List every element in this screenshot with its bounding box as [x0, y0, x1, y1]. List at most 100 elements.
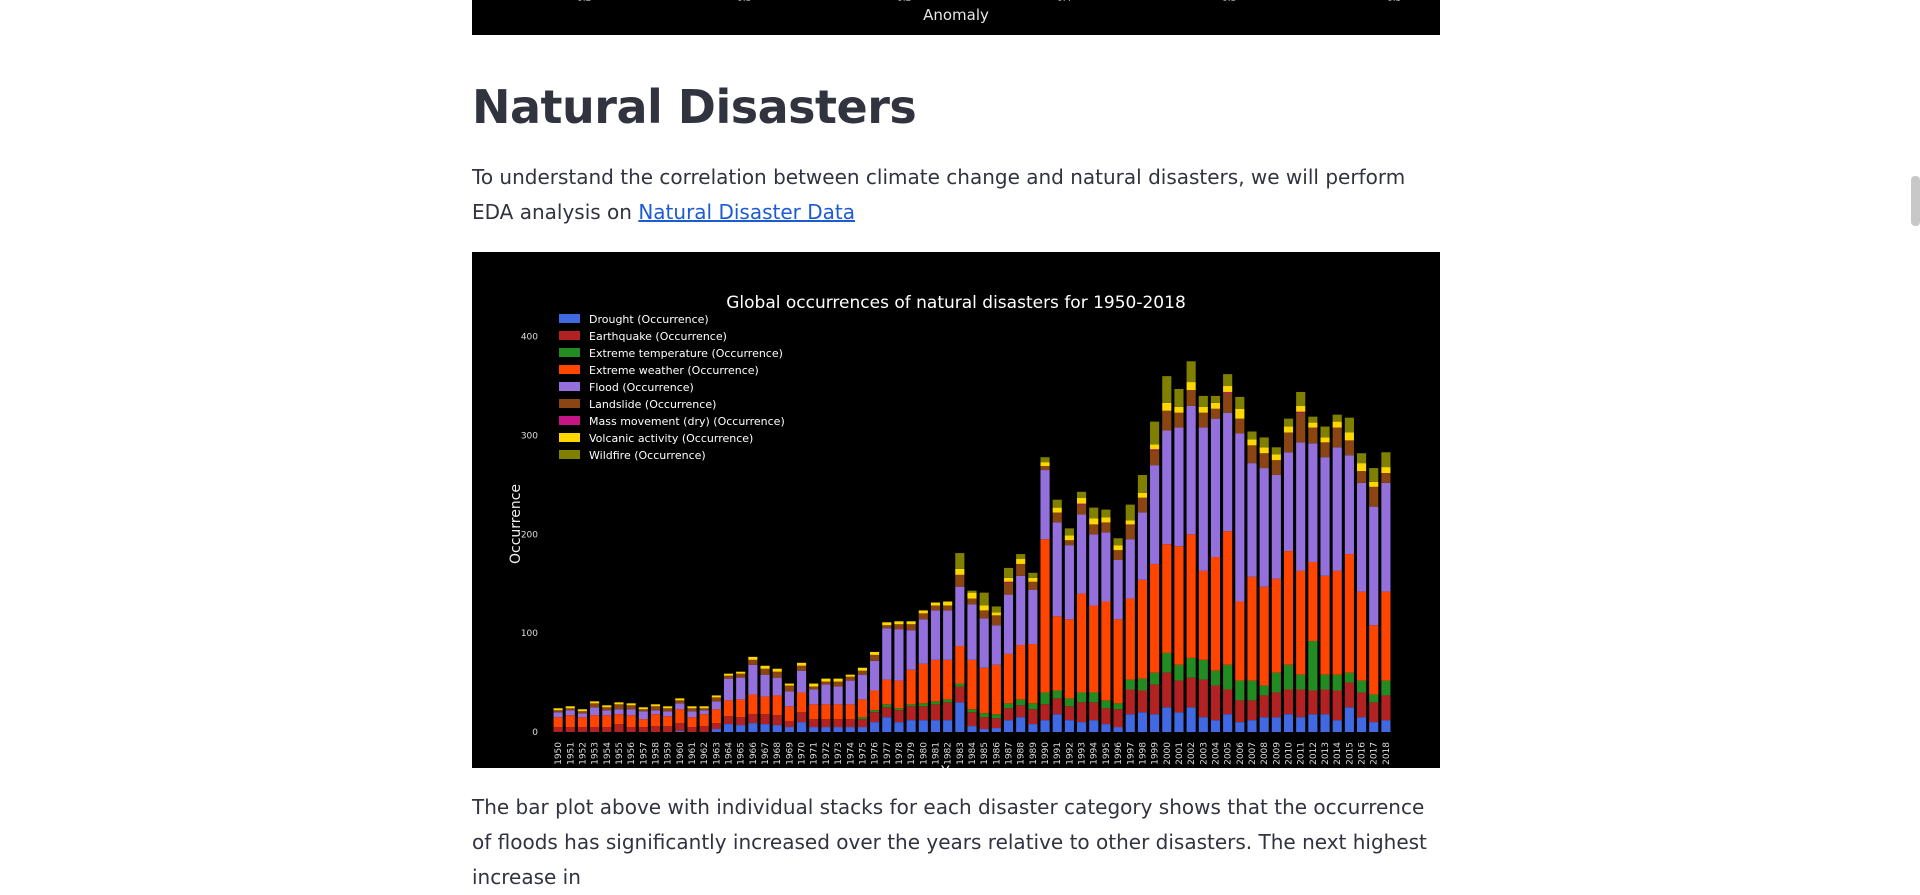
x-tick-label: 1952: [578, 742, 588, 765]
legend-label: Wildfire (Occurrence): [589, 449, 706, 462]
bar-segment: [1381, 695, 1391, 721]
bar-segment: [1369, 702, 1379, 723]
bar-segment: [723, 673, 734, 676]
bar-segment: [1125, 520, 1135, 525]
bar-segment: [1077, 702, 1087, 723]
bar-segment: [1125, 598, 1135, 680]
bar-segment: [1162, 544, 1172, 653]
bar-segment: [650, 706, 661, 711]
bar-segment: [1113, 727, 1123, 732]
x-tick-label: 1960: [676, 742, 686, 765]
bar-segment: [967, 709, 977, 713]
bar-segment: [699, 714, 709, 727]
bar-segment: [1223, 391, 1233, 393]
bar-segment: [1247, 680, 1257, 701]
bar-segment: [1210, 402, 1221, 409]
bar-segment: [833, 678, 843, 682]
bar-segment: [1332, 421, 1342, 428]
legend-label: Landslide (Occurrence): [589, 398, 716, 411]
bar-segment: [577, 713, 587, 718]
bar-segment: [1369, 486, 1379, 507]
x-tick-label: 1968: [773, 742, 783, 765]
bar-segment: [1003, 567, 1014, 578]
bar-segment: [1052, 616, 1062, 691]
bar-segment: [1210, 395, 1221, 403]
bar-segment: [1077, 593, 1087, 693]
bar-segment: [1040, 704, 1050, 721]
bar-segment: [772, 715, 782, 726]
x-tick-label: 2013: [1321, 742, 1331, 765]
bar-segment: [663, 708, 673, 712]
bar-segment: [1344, 432, 1354, 441]
previous-chart-tick: 0.4: [1057, 0, 1071, 4]
bar-segment: [1357, 453, 1367, 464]
previous-chart-tick: 0.5: [1387, 0, 1401, 4]
bar-segment: [1235, 700, 1245, 723]
bar-segment: [1235, 680, 1245, 701]
legend-swatch: [559, 348, 580, 357]
legend-label: Mass movement (dry) (Occurrence): [589, 415, 785, 428]
bar-segment: [870, 654, 880, 661]
bar-segment: [1308, 690, 1318, 715]
x-tick-label: 1951: [566, 742, 576, 765]
bar-segment: [1040, 457, 1050, 463]
bar-segment: [906, 630, 916, 670]
x-tick-label: 2000: [1163, 742, 1173, 765]
bar-segment: [991, 606, 1001, 613]
bar-segment: [991, 714, 1001, 719]
bar-segment: [1125, 539, 1135, 599]
bar-segment: [1016, 554, 1026, 560]
bar-segment: [1003, 703, 1014, 709]
bar-segment: [1186, 534, 1196, 658]
x-tick-label: 1982: [944, 742, 954, 765]
bar-segment: [699, 710, 709, 715]
bar-segment: [1137, 474, 1147, 493]
bar-segment: [1150, 444, 1160, 450]
bar-segment: [955, 568, 965, 575]
bar-segment: [748, 714, 758, 724]
bar-segment: [1150, 684, 1160, 715]
bar-segment: [967, 598, 977, 605]
bar-segment: [797, 670, 807, 693]
bar-segment: [1064, 706, 1074, 721]
section-title: Natural Disasters: [472, 80, 917, 134]
bar-segment: [833, 686, 843, 705]
bar-segment: [614, 724, 624, 732]
bar-segment: [1357, 692, 1367, 718]
bar-segment: [1235, 601, 1245, 681]
bar-segment: [1344, 707, 1354, 732]
intro-paragraph: To understand the correlation between cl…: [472, 160, 1432, 230]
bar-segment: [1381, 452, 1391, 468]
bar-segment: [845, 676, 855, 681]
bar-segment: [991, 625, 1001, 665]
bar-segment: [1344, 672, 1354, 683]
page-scrollbar-thumb[interactable]: [1911, 176, 1920, 226]
bar-segment: [553, 712, 563, 718]
natural-disaster-data-link[interactable]: Natural Disaster Data: [638, 200, 855, 224]
x-tick-label: 1988: [1017, 742, 1027, 765]
bar-segment: [711, 723, 721, 730]
x-tick-label: 1989: [1029, 742, 1039, 765]
bar-segment: [736, 717, 746, 726]
bar-segment: [930, 704, 941, 721]
bar-segment: [626, 705, 636, 710]
bar-segment: [590, 707, 600, 716]
legend-swatch: [559, 331, 580, 340]
x-tick-label: 1959: [664, 742, 674, 765]
bar-segment: [1016, 705, 1026, 718]
bar-segment: [1186, 389, 1196, 406]
y-tick-label: 400: [521, 333, 538, 343]
bar-segment: [955, 553, 965, 569]
bar-segment: [1174, 406, 1184, 413]
x-tick-label: 2017: [1370, 742, 1380, 765]
bar-segment: [1210, 720, 1221, 732]
bar-segment: [967, 590, 977, 593]
bar-segment: [1028, 724, 1038, 732]
bar-segment: [1150, 714, 1160, 732]
bar-segment: [1223, 531, 1233, 665]
bar-segment: [1308, 422, 1318, 428]
bar-segment: [894, 680, 904, 709]
bar-segment: [1344, 455, 1354, 555]
bar-segment: [663, 706, 673, 709]
bar-segment: [979, 610, 989, 619]
